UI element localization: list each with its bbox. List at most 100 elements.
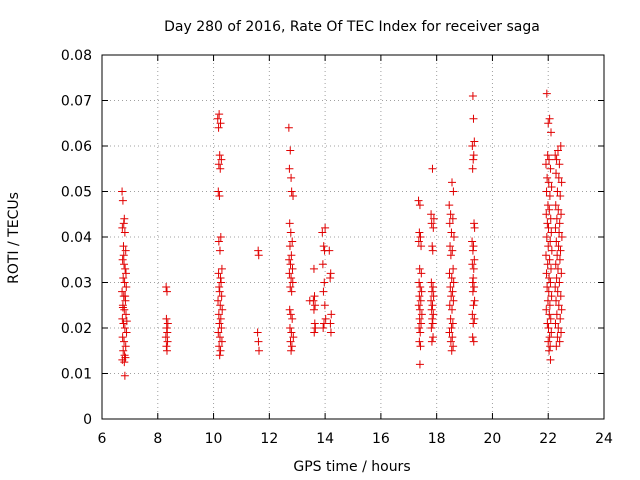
- y-tick-label: 0.07: [61, 94, 92, 110]
- data-point: [321, 223, 330, 232]
- data-point: [543, 283, 552, 292]
- data-point: [446, 251, 455, 260]
- data-point: [215, 192, 224, 201]
- data-point: [214, 310, 223, 319]
- data-point: [429, 333, 438, 342]
- y-tick-label: 0.02: [61, 321, 92, 337]
- data-point: [162, 287, 171, 296]
- data-point: [447, 273, 456, 282]
- data-point: [287, 187, 296, 196]
- data-point: [556, 192, 565, 201]
- data-point: [286, 283, 295, 292]
- data-point: [427, 287, 436, 296]
- data-point: [309, 264, 318, 273]
- data-point: [551, 201, 560, 210]
- data-point: [448, 333, 457, 342]
- data-point: [288, 237, 297, 246]
- data-point: [217, 337, 226, 346]
- data-point: [216, 164, 225, 173]
- data-point: [214, 160, 223, 169]
- data-point: [214, 123, 223, 132]
- x-tick-label: 12: [260, 431, 278, 447]
- data-point: [546, 164, 555, 173]
- data-point: [547, 264, 556, 273]
- y-tick-label: 0.01: [61, 367, 92, 383]
- data-point: [556, 292, 565, 301]
- data-point: [469, 264, 478, 273]
- data-point: [468, 278, 477, 287]
- data-point: [556, 142, 565, 150]
- data-point: [286, 228, 295, 237]
- data-point: [429, 283, 438, 292]
- data-point: [547, 328, 556, 337]
- data-point: [469, 319, 478, 328]
- data-point: [545, 333, 554, 342]
- data-point: [415, 360, 424, 369]
- data-point: [121, 269, 130, 278]
- data-point: [427, 278, 436, 287]
- data-point: [447, 346, 456, 355]
- data-point: [427, 337, 436, 346]
- data-point: [545, 346, 554, 355]
- data-point: [285, 242, 294, 251]
- data-points: [118, 89, 566, 380]
- x-tick-label: 14: [316, 431, 334, 447]
- data-point: [552, 342, 561, 351]
- data-point: [544, 337, 553, 346]
- data-point: [217, 324, 226, 332]
- data-point: [285, 269, 294, 278]
- data-point: [161, 333, 170, 342]
- data-point: [118, 223, 127, 232]
- data-point: [162, 324, 171, 332]
- data-point: [551, 223, 560, 232]
- data-point: [546, 314, 555, 323]
- data-point: [415, 337, 424, 346]
- data-point: [468, 164, 477, 173]
- data-point: [319, 287, 328, 296]
- data-point: [545, 155, 554, 164]
- data-point: [309, 296, 318, 305]
- data-point: [543, 219, 552, 228]
- data-point: [255, 346, 264, 355]
- data-point: [318, 260, 327, 269]
- data-point: [552, 214, 561, 223]
- data-point: [445, 269, 454, 278]
- data-point: [470, 223, 479, 232]
- data-point: [446, 337, 455, 346]
- data-point: [122, 317, 131, 326]
- data-point: [544, 324, 553, 332]
- data-point: [162, 314, 171, 323]
- data-point: [415, 305, 424, 314]
- data-point: [414, 301, 423, 310]
- data-point: [557, 233, 566, 241]
- data-point: [417, 310, 426, 319]
- data-point: [214, 296, 223, 305]
- data-point: [214, 269, 223, 278]
- data-point: [320, 301, 329, 310]
- data-point: [552, 310, 561, 319]
- data-point: [118, 333, 127, 342]
- data-point: [470, 137, 479, 146]
- data-point: [544, 242, 553, 251]
- data-point: [415, 292, 424, 301]
- data-point: [557, 210, 566, 219]
- data-point: [119, 346, 128, 355]
- data-point: [545, 192, 554, 201]
- data-point: [288, 264, 297, 273]
- data-point: [542, 269, 551, 278]
- data-point: [286, 146, 295, 155]
- data-point: [214, 187, 223, 196]
- data-point: [121, 353, 130, 362]
- data-point: [216, 346, 225, 355]
- data-point: [546, 278, 555, 287]
- data-point: [414, 196, 423, 205]
- data-point: [416, 283, 425, 292]
- data-point: [417, 287, 426, 296]
- data-point: [429, 223, 438, 232]
- data-point: [120, 371, 129, 380]
- data-point: [287, 342, 296, 351]
- data-point: [544, 287, 553, 296]
- x-tick-label: 24: [595, 431, 613, 447]
- data-point: [311, 301, 320, 310]
